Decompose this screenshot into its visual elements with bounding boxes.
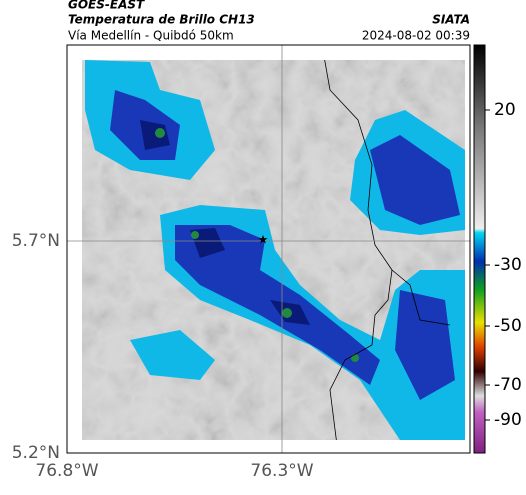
source: GOES-EAST xyxy=(68,0,145,12)
colorbar-label: -90 xyxy=(494,410,522,430)
lon-label: 76.3°W xyxy=(250,461,313,481)
lon-label: 76.8°W xyxy=(35,461,98,481)
colorbar-label: -30 xyxy=(494,255,522,275)
title: Temperatura de Brillo CH13 xyxy=(68,13,255,27)
colorbar xyxy=(473,44,486,454)
agency: SIATA xyxy=(432,13,470,27)
map: ★ xyxy=(66,44,471,454)
lat-label: 5.2°N xyxy=(12,443,60,463)
svg-text:★: ★ xyxy=(258,233,269,247)
subtitle: Vía Medellín - Quibdó 50km xyxy=(68,29,234,43)
colorbar-ticks: 20 -30 -50 -70 -90 xyxy=(485,100,522,430)
colorbar-label: -50 xyxy=(494,316,522,336)
lat-label: 5.7°N xyxy=(12,231,60,251)
datetime: 2024-08-02 00:39 xyxy=(362,29,470,43)
colorbar-label: -70 xyxy=(494,375,522,395)
colorbar-label: 20 xyxy=(494,100,516,120)
